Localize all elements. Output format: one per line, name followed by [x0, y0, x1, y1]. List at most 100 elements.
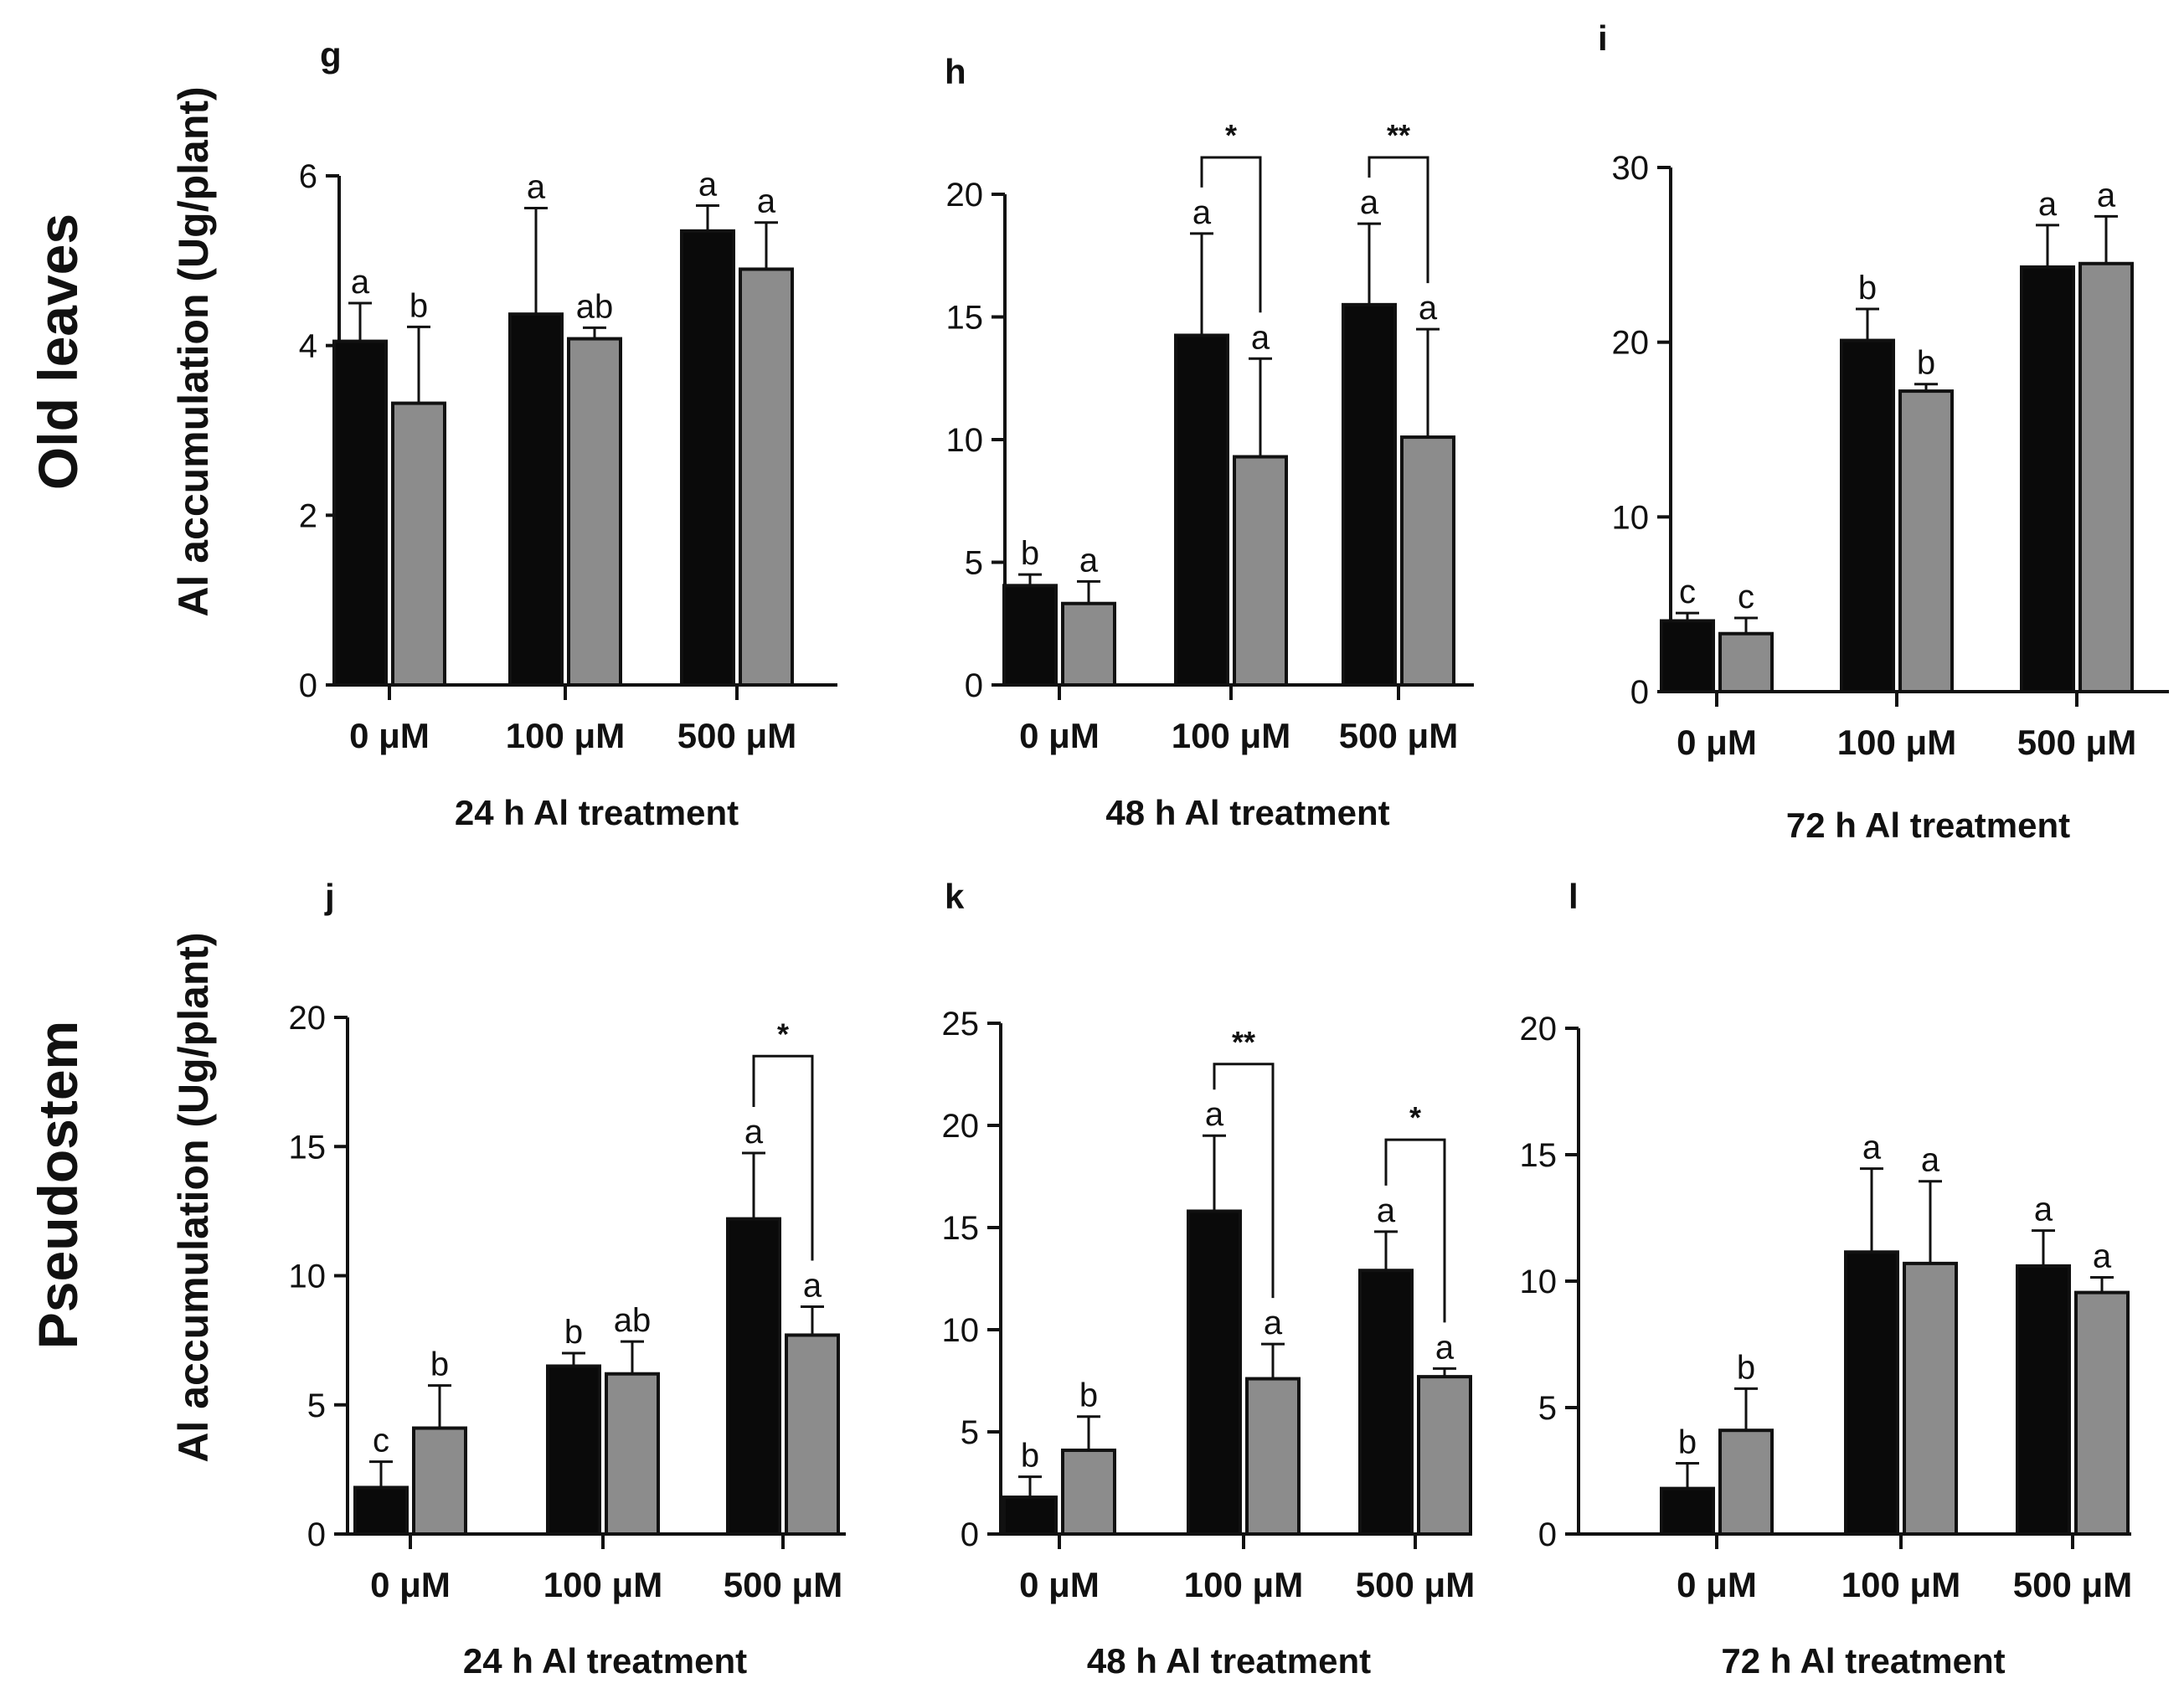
- bar-gray-i: [2078, 261, 2134, 693]
- y-tick-label-k: 20: [942, 1108, 980, 1145]
- bar-gray-g: [391, 401, 446, 687]
- bar-black-j: [546, 1364, 601, 1536]
- x-tick-label-h: 100 μM: [1172, 716, 1290, 755]
- sig-letter-l: a: [1862, 1130, 1882, 1166]
- x-tick-label-l: 500 μM: [2013, 1565, 2132, 1604]
- y-tick-label-j: 0: [307, 1516, 326, 1553]
- significance-stars-h: *: [1225, 118, 1237, 152]
- y-tick-label-l: 10: [1520, 1264, 1558, 1300]
- bar-black-i: [1660, 619, 1715, 693]
- y-tick-label-k: 25: [942, 1006, 980, 1042]
- x-tick-label-i: 500 μM: [2017, 723, 2136, 762]
- bar-black-l: [1844, 1250, 1899, 1537]
- x-tick-label-h: 500 μM: [1339, 716, 1458, 755]
- bar-gray-i: [1898, 389, 1954, 693]
- sig-letter-g: b: [410, 287, 428, 324]
- sig-letter-j: c: [373, 1423, 389, 1459]
- y-tick-label-l: 0: [1538, 1516, 1557, 1553]
- bar-black-h: [1174, 333, 1229, 687]
- panel-letter-h: h: [945, 52, 966, 91]
- bar-black-k: [1358, 1269, 1414, 1536]
- y-axis-title-top: Al accumulation (Ug/plant): [170, 86, 217, 616]
- sig-letter-j: ab: [614, 1302, 652, 1339]
- bar-gray-g: [567, 337, 622, 687]
- x-tick-label-i: 100 μM: [1837, 723, 1956, 762]
- significance-bracket-h: [1368, 156, 1429, 284]
- sig-letter-j: a: [803, 1268, 822, 1305]
- y-tick-label-j: 5: [307, 1387, 326, 1424]
- bar-black-g: [508, 312, 564, 687]
- bar-black-j: [726, 1217, 781, 1536]
- sig-letter-j: a: [744, 1114, 764, 1151]
- significance-stars-h: **: [1387, 118, 1410, 152]
- significance-bracket-k: [1384, 1138, 1446, 1323]
- bar-black-k: [1187, 1209, 1242, 1536]
- significance-bracket-k: [1213, 1063, 1275, 1299]
- sig-letter-i: c: [1679, 574, 1696, 610]
- y-tick-label-l: 5: [1538, 1390, 1557, 1427]
- y-tick-label-l: 15: [1520, 1137, 1558, 1174]
- significance-stars-k: **: [1232, 1025, 1255, 1059]
- bar-gray-k: [1245, 1377, 1301, 1537]
- y-tick-label-h: 0: [965, 667, 983, 704]
- sig-letter-l: b: [1678, 1423, 1697, 1460]
- bar-gray-h: [1400, 435, 1455, 687]
- y-tick-label-h: 15: [946, 300, 984, 337]
- bar-gray-i: [1718, 631, 1774, 693]
- y-tick-label-j: 15: [289, 1129, 327, 1166]
- y-tick-label-i: 10: [1612, 499, 1650, 536]
- bar-gray-l: [1903, 1261, 1958, 1536]
- sig-letter-g: a: [527, 169, 546, 206]
- x-tick-label-h: 0 μM: [1019, 716, 1100, 755]
- bar-black-i: [2020, 265, 2075, 693]
- x-tick-label-j: 0 μM: [370, 1565, 451, 1604]
- y-tick-label-k: 0: [961, 1516, 979, 1553]
- bar-black-l: [2016, 1264, 2071, 1536]
- sig-letter-g: a: [757, 183, 776, 220]
- x-tick-label-j: 100 μM: [543, 1565, 662, 1604]
- significance-stars-j: *: [777, 1017, 789, 1051]
- x-axis-title-k: 48 h Al treatment: [1087, 1641, 1371, 1681]
- x-axis-title-l: 72 h Al treatment: [1721, 1641, 2005, 1681]
- bar-black-h: [1342, 302, 1397, 687]
- y-tick-label-g: 2: [299, 497, 317, 534]
- sig-letter-g: ab: [576, 288, 614, 325]
- y-tick-label-k: 10: [942, 1312, 980, 1349]
- sig-letter-g: a: [351, 264, 370, 301]
- x-tick-label-g: 100 μM: [506, 716, 625, 755]
- sig-letter-i: c: [1738, 579, 1754, 615]
- sig-letter-l: a: [2034, 1192, 2053, 1228]
- x-tick-label-i: 0 μM: [1677, 723, 1757, 762]
- sig-letter-k: a: [1435, 1329, 1455, 1366]
- x-axis-title-h: 48 h Al treatment: [1105, 793, 1389, 832]
- sig-letter-i: a: [2097, 177, 2116, 214]
- sig-letter-k: a: [1264, 1305, 1283, 1341]
- y-tick-label-j: 10: [289, 1259, 327, 1295]
- y-tick-label-i: 20: [1612, 325, 1650, 362]
- y-tick-label-h: 10: [946, 422, 984, 459]
- sig-letter-l: a: [1921, 1142, 1940, 1179]
- sig-letter-h: a: [1192, 194, 1212, 231]
- bar-gray-h: [1233, 455, 1288, 687]
- bar-gray-l: [2074, 1290, 2130, 1536]
- x-tick-label-k: 0 μM: [1019, 1565, 1100, 1604]
- sig-letter-h: a: [1419, 290, 1438, 327]
- sig-letter-l: b: [1737, 1349, 1755, 1386]
- bar-black-l: [1660, 1486, 1715, 1537]
- bar-gray-j: [785, 1333, 840, 1536]
- sig-letter-h: a: [1079, 542, 1099, 579]
- bar-gray-h: [1061, 601, 1116, 687]
- sig-letter-i: b: [1858, 270, 1877, 306]
- x-axis-title-j: 24 h Al treatment: [463, 1641, 747, 1681]
- bar-black-g: [332, 339, 388, 687]
- y-tick-label-i: 0: [1630, 674, 1649, 711]
- y-tick-label-g: 0: [299, 667, 317, 704]
- y-axis-title-bottom: Al accumulation (Ug/plant): [170, 932, 217, 1462]
- sig-letter-k: b: [1079, 1377, 1098, 1414]
- sig-letter-h: b: [1021, 535, 1039, 572]
- sig-letter-i: a: [2038, 186, 2058, 223]
